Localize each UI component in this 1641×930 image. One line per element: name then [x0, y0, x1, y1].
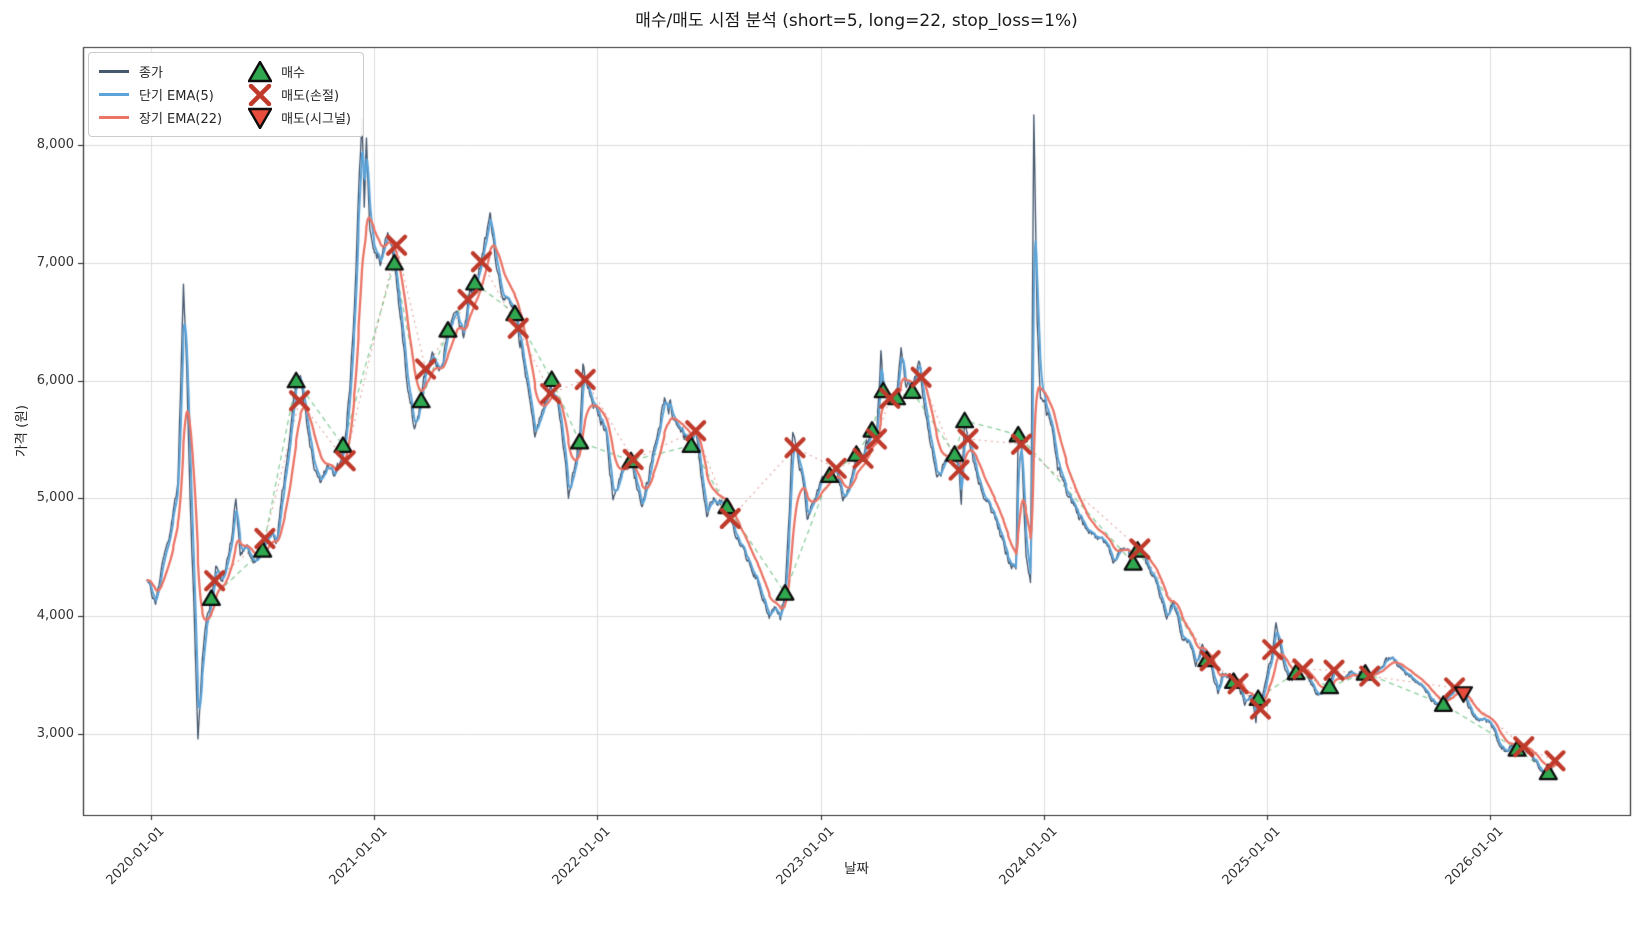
y-tick-label: 6,000 — [36, 372, 74, 388]
legend-item: 단기 EMA(5) — [99, 83, 222, 106]
y-tick-label: 8,000 — [36, 137, 74, 153]
sell-stop-x-icon — [248, 83, 272, 106]
chart-title: 매수/매도 시점 분석 (short=5, long=22, stop_loss… — [635, 11, 1078, 31]
legend-item: 매도(시그널) — [248, 106, 351, 129]
y-tick-label: 3,000 — [36, 725, 74, 741]
sell-signal-triangle-icon — [248, 107, 273, 129]
legend-line-swatch — [99, 93, 129, 96]
legend-label: 장기 EMA(22) — [139, 112, 223, 127]
legend-marker-glyph — [248, 60, 273, 83]
legend-marker-glyph — [248, 83, 272, 106]
y-tick-label: 7,000 — [36, 254, 74, 270]
legend-label: 매수 — [281, 66, 305, 81]
legend-label: 단기 EMA(5) — [139, 89, 214, 104]
legend-marker-glyph — [248, 107, 273, 129]
y-tick-label: 5,000 — [36, 490, 74, 506]
legend-label: 매도(시그널) — [281, 112, 352, 127]
legend-label: 매도(손절) — [281, 89, 340, 104]
legend-label: 종가 — [139, 66, 163, 81]
legend-item: 매수 — [248, 60, 351, 83]
y-tick-label: 4,000 — [36, 608, 74, 624]
legend-line-swatch — [99, 116, 129, 119]
legend-item: 장기 EMA(22) — [99, 106, 222, 129]
buy-triangle-icon — [248, 60, 273, 82]
legend-item: 종가 — [99, 60, 222, 83]
legend-line-swatch — [99, 70, 129, 73]
legend-item: 매도(손절) — [248, 83, 351, 106]
x-axis-label: 날짜 — [844, 861, 869, 877]
